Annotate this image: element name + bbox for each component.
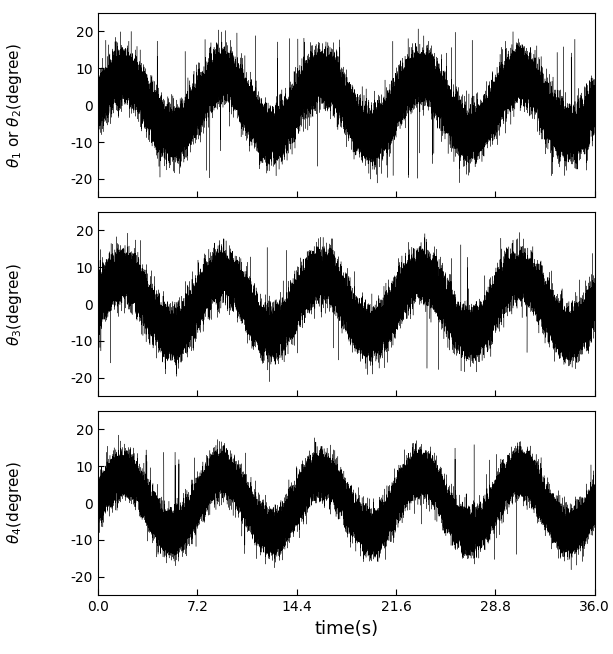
Y-axis label: $\theta_4$(degree): $\theta_4$(degree) <box>5 462 23 545</box>
Y-axis label: $\theta_1$ or $\theta_2$(degree): $\theta_1$ or $\theta_2$(degree) <box>5 43 23 167</box>
Y-axis label: $\theta_3$(degree): $\theta_3$(degree) <box>5 263 23 345</box>
X-axis label: time(s): time(s) <box>314 619 378 638</box>
